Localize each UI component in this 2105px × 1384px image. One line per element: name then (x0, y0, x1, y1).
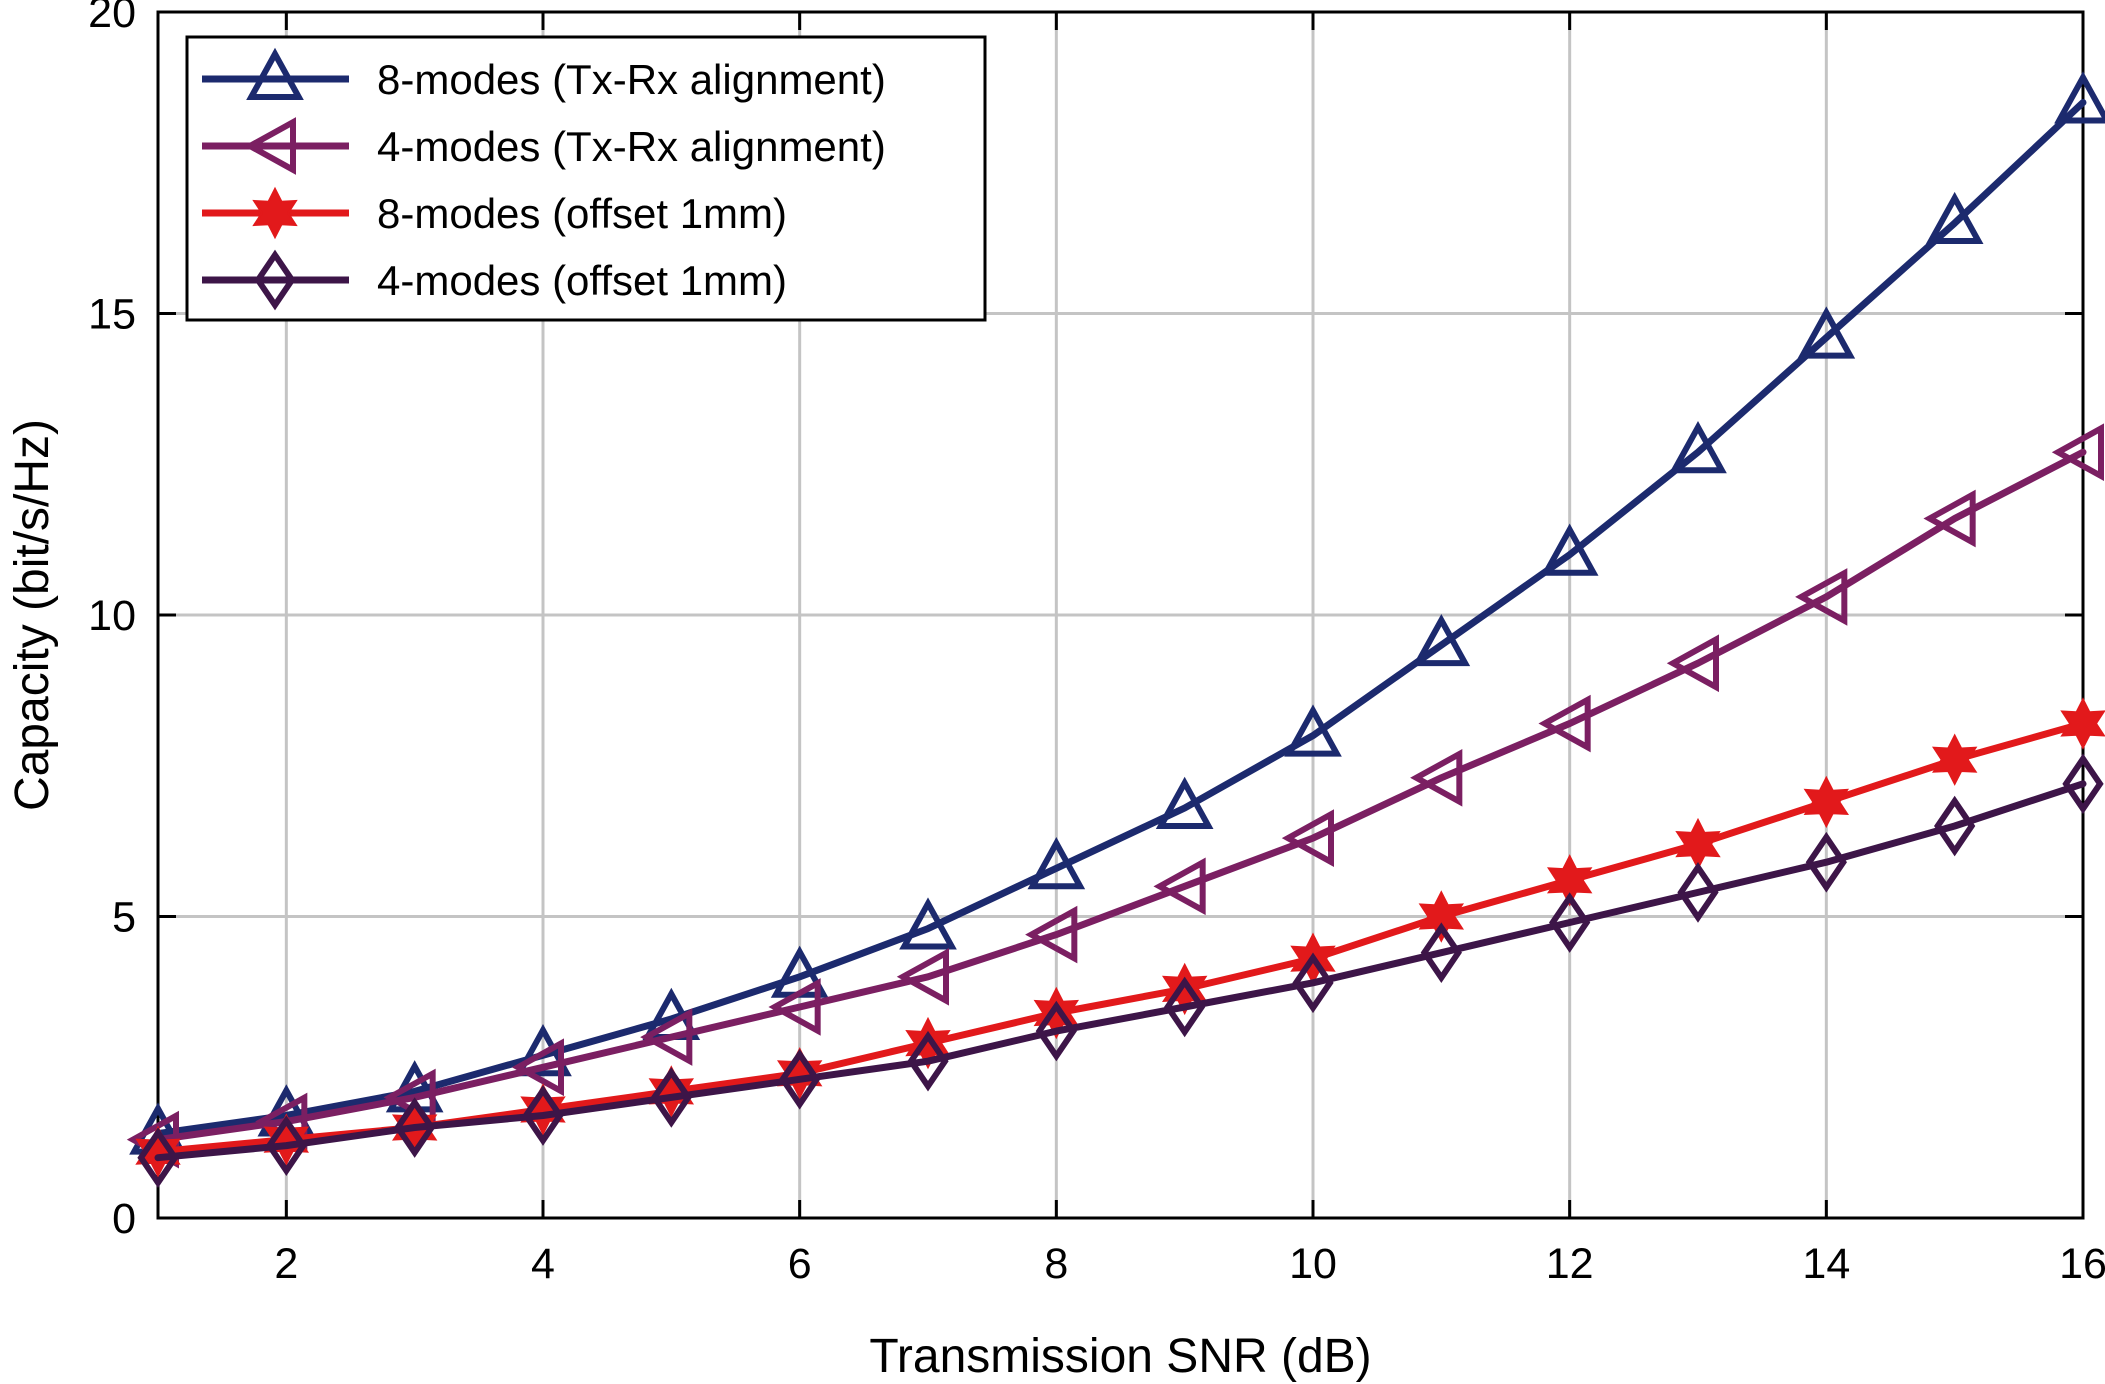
legend-item-2: 4-modes (Tx-Rx alignment) (202, 117, 886, 175)
data-point-marker (1931, 733, 1978, 786)
data-point-marker (905, 1016, 951, 1070)
legend-item-3: 8-modes (offset 1mm) (202, 186, 787, 240)
data-point-marker (776, 1047, 823, 1100)
legend-label: 8-modes (offset 1mm) (377, 190, 787, 237)
data-point-marker (1549, 892, 1591, 953)
data-point-marker (1675, 817, 1721, 871)
y-tick-label: 10 (88, 592, 136, 640)
x-tick-label: 4 (531, 1240, 555, 1288)
data-point-marker (1540, 523, 1599, 576)
data-point-marker (1669, 420, 1727, 474)
data-point-marker (1803, 775, 1850, 829)
x-tick-label: 6 (788, 1240, 812, 1288)
data-point-marker (254, 249, 296, 311)
x-axis-label: Transmission SNR (dB) (869, 1330, 1371, 1383)
data-point-marker (2060, 697, 2105, 750)
legend-box (185, 35, 987, 322)
data-point-marker (2062, 753, 2104, 815)
data-point-marker (243, 117, 296, 175)
y-tick-label: 5 (112, 894, 136, 942)
data-point-marker (514, 1023, 572, 1077)
data-point-marker (2051, 423, 2104, 482)
data-point-marker (1795, 568, 1848, 626)
data-point-marker (1035, 1000, 1077, 1062)
x-tick-label: 10 (1289, 1240, 1337, 1288)
y-axis-label: Capacity (bit/s/Hz) (6, 419, 59, 811)
data-point-marker (1418, 890, 1465, 943)
data-point-marker (394, 1097, 436, 1158)
data-point-marker (648, 1065, 695, 1118)
data-point-marker (520, 1083, 566, 1136)
data-point-marker (252, 186, 298, 240)
series-line (154, 780, 2087, 1162)
x-tick-label: 14 (1802, 1240, 1850, 1288)
legend: 8-modes (Tx-Rx alignment) 4-modes (Tx-Rx … (185, 35, 987, 322)
data-point-marker (137, 1127, 179, 1189)
data-point-marker (1410, 748, 1463, 807)
series-line (154, 448, 2087, 1144)
series-group (126, 71, 2105, 1189)
x-tick-label: 16 (2059, 1240, 2105, 1288)
data-point-marker (1025, 905, 1078, 964)
data-point-marker (1281, 809, 1334, 867)
data-point-marker (1027, 837, 1086, 890)
data-point-marker (899, 897, 957, 950)
series-4 (137, 753, 2104, 1189)
data-point-marker (1538, 694, 1591, 753)
axis-ticks: 2 4 6 8 10 12 14 16 0 5 10 15 20 (88, 0, 2105, 1288)
legend-label: 4-modes (offset 1mm) (377, 257, 787, 304)
legend-label: 4-modes (Tx-Rx alignment) (377, 123, 886, 170)
data-point-marker (1155, 776, 1214, 829)
data-point-marker (135, 1125, 181, 1178)
data-point-marker (1666, 634, 1719, 693)
data-point-marker (1420, 922, 1462, 984)
data-point-marker (1161, 962, 1208, 1016)
data-point-marker (907, 1030, 949, 1092)
data-point-marker (1677, 862, 1719, 923)
y-tick-label: 20 (88, 0, 136, 37)
legend-label: 8-modes (Tx-Rx alignment) (377, 56, 886, 103)
data-point-marker (640, 1008, 693, 1066)
data-point-marker (1805, 831, 1847, 893)
series-line (154, 99, 2087, 1138)
data-point-marker (1934, 795, 1976, 857)
data-point-marker (779, 1048, 821, 1110)
data-point-marker (246, 47, 304, 100)
data-point-marker (1923, 489, 1976, 548)
data-point-marker (2054, 71, 2105, 124)
data-point-marker (263, 1113, 310, 1166)
data-point-marker (1925, 191, 1984, 245)
data-point-marker (768, 978, 821, 1036)
data-point-marker (650, 1067, 692, 1128)
data-point-marker (265, 1115, 307, 1176)
data-point-marker (522, 1085, 564, 1146)
series-2 (126, 423, 2104, 1169)
data-point-marker (511, 1038, 564, 1097)
y-tick-label: 0 (112, 1195, 136, 1243)
x-tick-label: 8 (1044, 1240, 1068, 1288)
x-tick-label: 12 (1546, 1240, 1594, 1288)
data-point-marker (1164, 976, 1206, 1038)
data-point-marker (1797, 306, 1856, 359)
data-point-marker (1033, 986, 1080, 1040)
data-point-marker (1153, 857, 1206, 916)
data-point-marker (896, 947, 949, 1006)
y-tick-label: 15 (88, 291, 136, 339)
data-point-marker (1292, 952, 1334, 1014)
legend-item-1: 8-modes (Tx-Rx alignment) (202, 47, 886, 103)
data-point-marker (1284, 704, 1342, 757)
data-point-marker (1412, 613, 1471, 667)
data-point-marker (1546, 854, 1593, 907)
legend-item-4: 4-modes (offset 1mm) (202, 249, 787, 311)
x-tick-label: 2 (274, 1240, 298, 1288)
